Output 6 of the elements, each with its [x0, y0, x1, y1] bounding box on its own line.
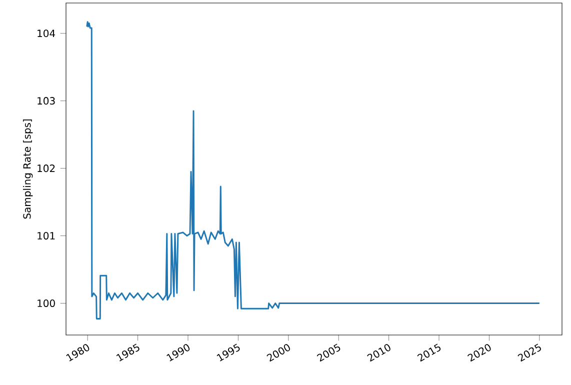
- y-axis-title: Sampling Rate [sps]: [23, 120, 33, 219]
- y-tick-label: 103: [38, 97, 55, 105]
- y-tick-label: 102: [38, 164, 55, 172]
- y-tick-label: 100: [38, 299, 55, 308]
- y-tick-label: 104: [38, 30, 56, 38]
- y-tick-label: 101: [38, 232, 55, 240]
